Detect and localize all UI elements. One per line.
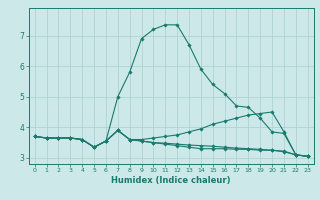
X-axis label: Humidex (Indice chaleur): Humidex (Indice chaleur) (111, 176, 231, 185)
